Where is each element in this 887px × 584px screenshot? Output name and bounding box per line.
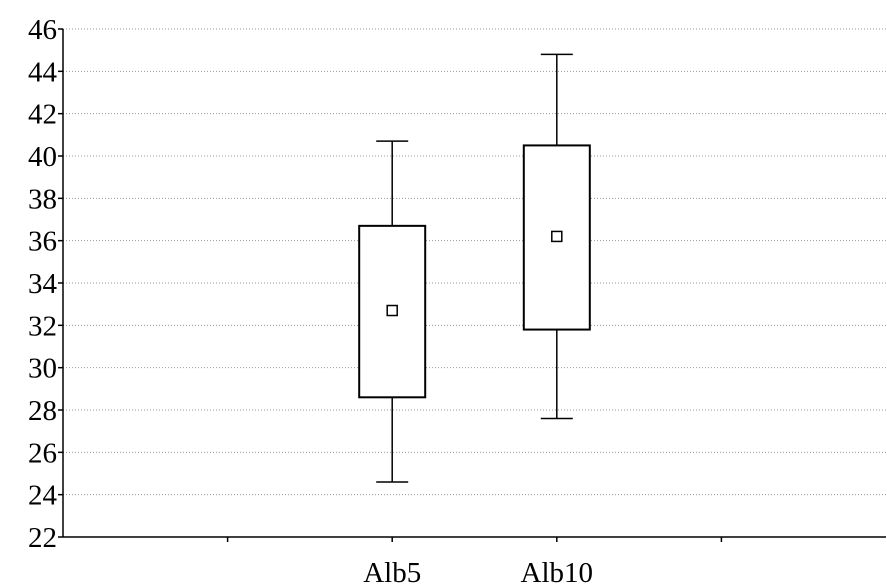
- y-tick-label-32: 32: [28, 310, 57, 342]
- x-category-label-alb10: Alb10: [521, 557, 594, 584]
- y-tick-label-24: 24: [28, 480, 58, 512]
- x-axis-ticks: Alb5 Alb10: [226, 537, 723, 584]
- box-group-alb5: [358, 140, 427, 483]
- y-tick-label-38: 38: [28, 183, 57, 215]
- box-group-alb10: [522, 53, 591, 420]
- grid-lines: [63, 28, 886, 496]
- y-tick-label-28: 28: [28, 395, 57, 427]
- boxes: [358, 53, 591, 483]
- center-marker-alb5: [386, 304, 398, 317]
- y-tick-label-22: 22: [28, 522, 57, 554]
- y-tick-label-42: 42: [28, 99, 57, 131]
- y-tick-label-26: 26: [28, 437, 57, 469]
- x-category-label-alb5: Alb5: [363, 557, 421, 584]
- y-axis-ticks: 22 24 26 28 30 32 34 36 38 40 42 44 46: [28, 14, 63, 554]
- y-tick-label-40: 40: [28, 141, 57, 173]
- y-tick-label-46: 46: [28, 14, 57, 46]
- y-tick-label-30: 30: [28, 353, 57, 385]
- y-tick-label-36: 36: [28, 226, 57, 258]
- center-marker-alb10: [551, 230, 563, 243]
- y-tick-label-34: 34: [28, 268, 58, 300]
- y-tick-label-44: 44: [28, 56, 58, 88]
